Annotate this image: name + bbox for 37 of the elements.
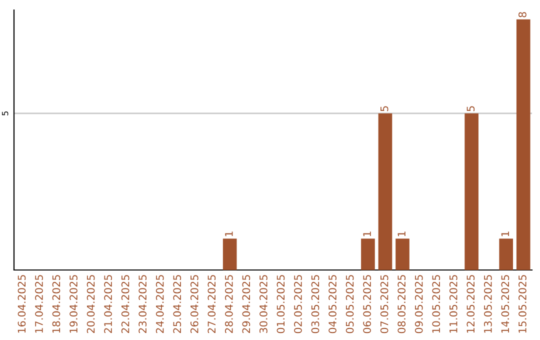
x-tick-label: 19.04.2025 — [70, 275, 78, 333]
x-tick-label: 30.04.2025 — [260, 275, 268, 334]
data-label: 1 — [501, 232, 509, 236]
x-tick-label: 03.05.2025 — [311, 275, 320, 334]
x-tick-label: 12.05.2025 — [466, 275, 475, 333]
data-label: 1 — [225, 232, 233, 236]
x-tick-label: 23.04.2025 — [138, 275, 147, 334]
data-label: 5 — [466, 106, 475, 112]
x-tick-label: 29.04.2025 — [242, 275, 250, 334]
x-tick-label: 15.05.2025 — [518, 275, 526, 333]
x-tick-label: 28.04.2025 — [224, 275, 233, 334]
x-tick-label: 07.05.2025 — [380, 275, 388, 334]
x-tick-label: 20.04.2025 — [86, 275, 95, 334]
x-tick-label: 14.05.2025 — [501, 275, 510, 333]
x-tick-label: 06.05.2025 — [363, 275, 371, 334]
x-tick-label: 01.05.2025 — [276, 275, 285, 334]
x-tick-label: 25.04.2025 — [173, 275, 182, 334]
x-tick-label: 24.04.2025 — [156, 275, 164, 334]
x-tick-label: 13.05.2025 — [484, 275, 492, 333]
data-label: 1 — [363, 232, 371, 236]
x-tick-label: 02.05.2025 — [294, 275, 302, 334]
data-label: 5 — [380, 106, 388, 112]
x-tick-label: 22.04.2025 — [121, 275, 130, 334]
x-tick-label: 17.04.2025 — [35, 275, 43, 333]
x-tick-label: 04.05.2025 — [328, 275, 336, 334]
x-tick-label: 16.04.2025 — [18, 275, 26, 333]
x-tick-label: 18.04.2025 — [52, 275, 60, 333]
x-tick-label: 09.05.2025 — [414, 275, 423, 334]
x-tick-label: 10.05.2025 — [432, 275, 440, 333]
data-label: 1 — [398, 232, 406, 236]
x-tick-label: 08.05.2025 — [398, 275, 406, 334]
x-tick-label: 05.05.2025 — [346, 275, 354, 334]
x-tick-label: 21.04.2025 — [104, 275, 112, 334]
x-tick-label: 11.05.2025 — [449, 275, 458, 333]
x-tick-label: 26.04.2025 — [190, 275, 198, 334]
data-label: 8 — [518, 12, 526, 18]
x-tick-label: 27.04.2025 — [208, 275, 216, 334]
